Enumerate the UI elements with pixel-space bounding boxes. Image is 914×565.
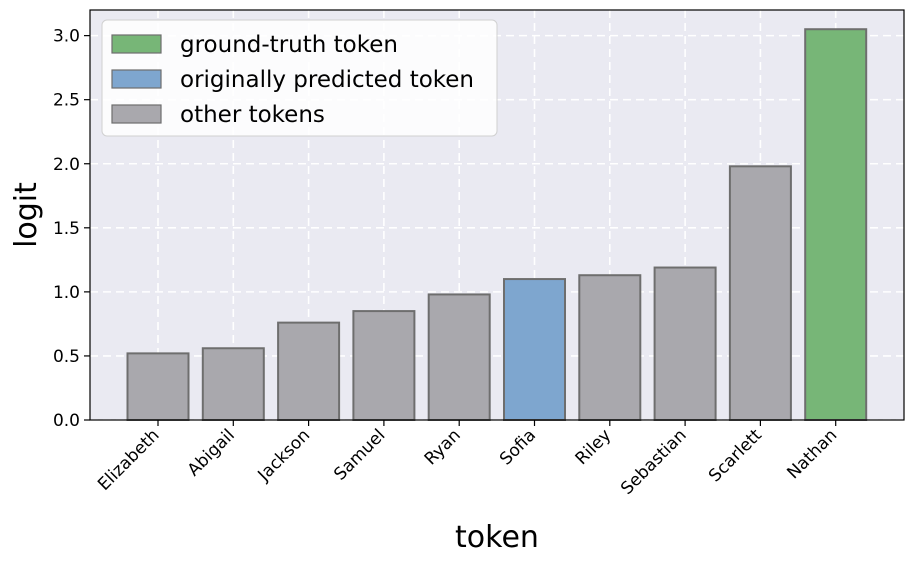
y-axis-label: logit (9, 182, 44, 248)
bar-sebastian (653, 266, 717, 421)
y-tick-label: 3.0 (53, 27, 80, 47)
y-tick-label: 1.0 (53, 283, 80, 303)
legend-label: other tokens (180, 102, 325, 128)
legend-box (101, 19, 498, 137)
bar-nathan (804, 28, 868, 421)
legend-swatch (111, 104, 162, 124)
x-tick-label: Jackson (254, 425, 315, 486)
bar-scarlett (728, 165, 792, 421)
x-tick-label: Samuel (330, 425, 389, 484)
bars (126, 28, 868, 421)
bar-jackson (277, 321, 341, 421)
x-tick-label: Sebastian (617, 425, 690, 498)
bar-ryan (427, 293, 491, 421)
legend-swatch (111, 69, 162, 89)
bar-riley (578, 274, 642, 421)
x-tick-label: Scarlett (705, 425, 766, 486)
y-tick-label: 0.0 (53, 411, 80, 431)
x-tick-label: Riley (572, 425, 616, 469)
x-axis-ticks: Elizabeth Abigail Jackson Samuel Ryan Sofia Ri… (94, 420, 841, 499)
y-tick-label: 2.0 (53, 155, 80, 175)
plot-frame (89, 9, 905, 421)
x-tick-label: Sofia (496, 425, 540, 469)
legend-label: originally predicted token (180, 67, 474, 93)
x-axis-label: token (455, 520, 539, 555)
y-axis-ticks: 0.0 0.5 1.0 1.5 2.0 2.5 3.0 (53, 27, 90, 431)
legend-swatch (111, 34, 162, 54)
bar-sofia (503, 278, 566, 421)
x-tick-label: Nathan (783, 425, 841, 483)
x-tick-label: Abigail (184, 425, 239, 480)
y-tick-label: 0.5 (53, 347, 80, 367)
x-tick-label: Elizabeth (94, 425, 163, 494)
legend-label: ground-truth token (180, 32, 398, 58)
y-tick-label: 2.5 (53, 91, 80, 111)
bar-elizabeth (126, 352, 190, 421)
y-tick-label: 1.5 (53, 219, 80, 239)
legend: ground-truth token originally predicted t… (101, 19, 498, 137)
x-tick-label: Ryan (421, 425, 465, 469)
bar-abigail (201, 347, 265, 421)
bar-samuel (352, 310, 416, 421)
